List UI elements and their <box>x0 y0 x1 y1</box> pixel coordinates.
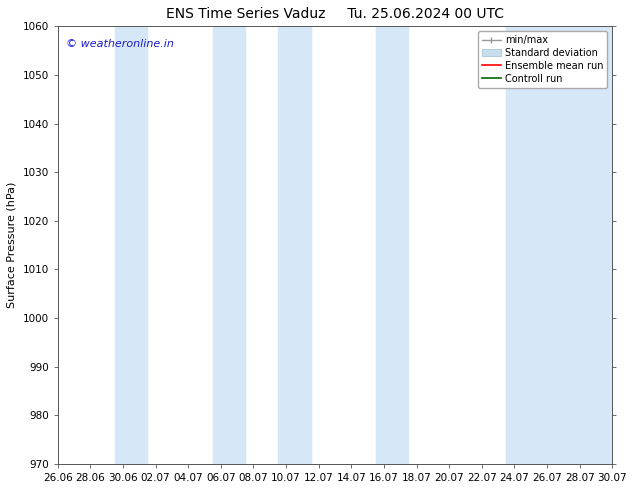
Legend: min/max, Standard deviation, Ensemble mean run, Controll run: min/max, Standard deviation, Ensemble me… <box>478 31 607 88</box>
Bar <box>376 26 408 464</box>
Bar <box>506 26 621 464</box>
Bar <box>212 26 245 464</box>
Bar <box>115 26 148 464</box>
Text: © weatheronline.in: © weatheronline.in <box>66 39 174 49</box>
Bar <box>278 26 311 464</box>
Y-axis label: Surface Pressure (hPa): Surface Pressure (hPa) <box>7 182 17 308</box>
Title: ENS Time Series Vaduz     Tu. 25.06.2024 00 UTC: ENS Time Series Vaduz Tu. 25.06.2024 00 … <box>166 7 504 21</box>
